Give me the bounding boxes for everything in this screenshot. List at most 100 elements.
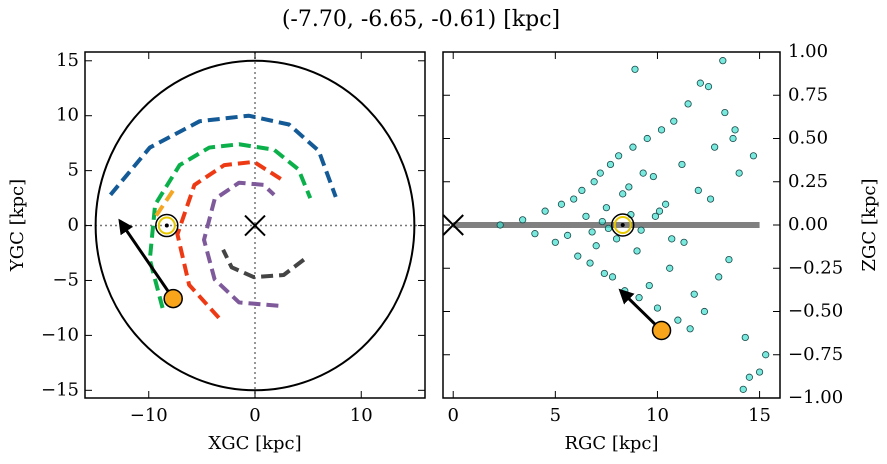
scatter-point xyxy=(519,216,527,224)
orbit-line xyxy=(175,159,283,320)
sun-marker xyxy=(157,216,176,235)
scatter-point xyxy=(496,221,504,229)
scatter-point xyxy=(666,264,674,272)
scatter-point xyxy=(686,325,694,333)
scatter-point xyxy=(631,65,639,73)
x-tick-label: 0 xyxy=(447,405,458,426)
plot-area xyxy=(443,57,770,393)
scatter-point xyxy=(574,252,582,260)
y-tick-label: −5 xyxy=(52,269,79,290)
sun-marker xyxy=(164,223,169,228)
scatter-point xyxy=(745,373,753,381)
y-axis-label: ZGC [kpc] xyxy=(859,179,880,272)
sun-marker xyxy=(620,223,625,227)
scatter-point xyxy=(635,294,643,302)
orbit-line xyxy=(108,113,338,198)
scatter-point xyxy=(633,247,641,255)
y-tick-label: 0 xyxy=(68,215,79,236)
scatter-point xyxy=(684,100,692,108)
axes-frame xyxy=(84,51,426,399)
scatter-point xyxy=(602,204,610,212)
orbit-line xyxy=(221,248,306,280)
x-tick-label: 0 xyxy=(249,405,260,426)
scatter-point xyxy=(668,235,676,243)
scatter-point xyxy=(586,259,594,267)
scatter-point xyxy=(729,134,737,143)
scatter-point xyxy=(711,143,719,151)
scatter-point xyxy=(719,57,727,65)
scatter-point xyxy=(590,178,598,186)
scatter-point xyxy=(629,143,637,151)
orbit-line xyxy=(202,180,279,308)
scatter-point xyxy=(721,108,729,117)
y-tick-label: 15 xyxy=(56,50,79,71)
y-tick-label: −15 xyxy=(41,379,79,400)
scatter-point xyxy=(655,207,664,215)
y-tick-label: 1.00 xyxy=(788,41,828,62)
x-tick-label: 10 xyxy=(646,405,669,426)
scatter-point xyxy=(613,235,621,243)
scatter-point xyxy=(619,190,627,198)
galactic-center xyxy=(443,214,464,236)
orbit-line xyxy=(147,142,313,309)
scatter-point xyxy=(608,273,617,281)
scatter-point xyxy=(670,117,678,125)
sun-marker xyxy=(610,213,635,237)
scatter-point xyxy=(694,186,702,194)
scatter-point xyxy=(739,385,747,393)
motion-arrow xyxy=(118,218,175,300)
galactic-center xyxy=(244,214,266,237)
orbit-line xyxy=(154,185,177,217)
y-tick-label: −0.50 xyxy=(788,301,843,322)
scatter-point xyxy=(598,217,606,226)
y-tick-label: 5 xyxy=(68,160,79,181)
scatter-point xyxy=(592,242,600,250)
scatter-point xyxy=(715,273,723,281)
x-tick-label: 5 xyxy=(550,405,561,426)
scatter-point xyxy=(762,351,770,359)
y-tick-label: −0.25 xyxy=(788,257,843,278)
scatter-point xyxy=(735,169,743,177)
scatter-point xyxy=(690,290,698,298)
scatter-point xyxy=(604,224,613,233)
scatter-point xyxy=(582,212,590,220)
scatter-point xyxy=(649,172,657,181)
scatter-point xyxy=(696,79,704,87)
plot-area xyxy=(85,52,425,398)
scatter-point xyxy=(551,238,559,246)
y-tick-label: 0.50 xyxy=(788,128,828,149)
chart-title: (-7.70, -6.65, -0.61) [kpc] xyxy=(282,7,560,32)
scatter-point xyxy=(600,269,608,278)
scatter-point xyxy=(680,238,688,246)
scatter-point xyxy=(557,200,566,208)
sun-marker xyxy=(155,213,179,238)
x-axis-label: XGC [kpc] xyxy=(208,433,301,454)
scatter-point xyxy=(662,200,670,208)
scatter-point xyxy=(625,183,633,191)
x-tick-label: −10 xyxy=(130,405,168,426)
scatter-point xyxy=(588,228,596,236)
y-tick-label: 0.00 xyxy=(788,214,828,235)
axes-frame xyxy=(442,51,781,399)
scatter-point xyxy=(704,83,713,91)
sun-marker xyxy=(613,216,632,234)
scatter-point xyxy=(570,195,578,203)
scatter-point xyxy=(643,134,651,143)
scatter-point xyxy=(653,304,662,312)
scatter-point xyxy=(674,316,682,324)
scatter-point xyxy=(725,255,733,264)
scatter-point xyxy=(678,160,686,169)
x-tick-label: 10 xyxy=(350,405,373,426)
scatter-point xyxy=(639,169,647,177)
scatter-point xyxy=(657,126,666,134)
object-marker xyxy=(651,320,672,341)
scatter-point xyxy=(755,368,764,376)
scatter-point xyxy=(741,333,749,342)
scatter-point xyxy=(606,160,615,169)
scatter-point xyxy=(731,126,739,134)
galaxy-boundary xyxy=(94,59,416,392)
object-marker xyxy=(163,288,183,309)
scatter-point xyxy=(700,307,709,316)
